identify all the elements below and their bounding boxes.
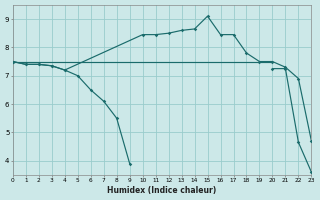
- X-axis label: Humidex (Indice chaleur): Humidex (Indice chaleur): [108, 186, 217, 195]
